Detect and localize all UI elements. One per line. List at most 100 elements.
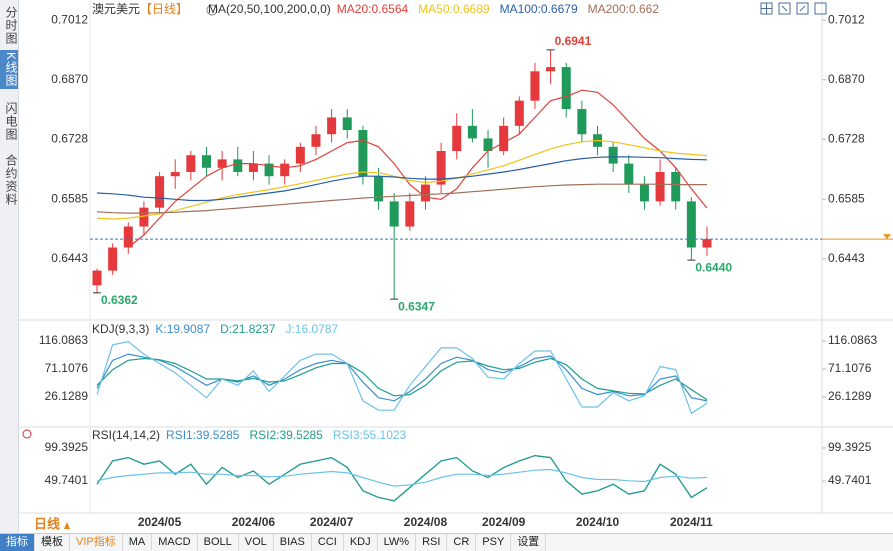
y-tick-label-right: 0.7012: [828, 12, 865, 26]
candle-body: [108, 247, 118, 271]
y-tick-label: 0.6585: [51, 191, 88, 205]
tab[interactable]: K线图: [0, 50, 18, 90]
y-tick-label-right: 0.6728: [828, 131, 865, 145]
candle-body: [358, 130, 368, 177]
y-tick-label-right: 26.1289: [828, 389, 872, 403]
toolbar-button[interactable]: MA: [123, 534, 153, 551]
series-line: [96, 341, 708, 415]
tab[interactable]: 分时图: [4, 6, 18, 45]
toolbar-button[interactable]: 指标: [0, 534, 35, 551]
x-tick-label: 2024/08: [404, 515, 448, 529]
candle-body: [92, 270, 102, 286]
panel-title: KDJ(9,3,3): [92, 322, 149, 336]
candle-body: [452, 125, 462, 152]
settings-icon[interactable]: [206, 4, 218, 16]
toolbar-button[interactable]: PSY: [476, 534, 512, 551]
y-tick-label-right: 0.6585: [828, 191, 865, 205]
candle-body: [671, 171, 681, 202]
candle-body: [186, 155, 196, 172]
y-tick-label: 0.6443: [51, 251, 88, 265]
series-line: [96, 183, 707, 214]
candle-body: [170, 171, 180, 177]
candle-body: [201, 155, 211, 168]
toolbar-button[interactable]: KDJ: [344, 534, 378, 551]
toolbar-button[interactable]: RSI: [416, 534, 448, 551]
candle-body: [342, 117, 352, 131]
tab[interactable]: 合约资料: [4, 154, 18, 206]
y-tick-label: 0.6728: [51, 131, 88, 145]
y-tick-label-right: 49.7401: [828, 473, 872, 487]
candle-body: [217, 159, 227, 168]
candle-body: [139, 207, 149, 227]
x-tick-label: 2024/07: [310, 515, 354, 529]
toolbar-button[interactable]: BIAS: [274, 534, 312, 551]
candle-body: [514, 100, 524, 126]
extreme-label: 0.6347: [398, 299, 435, 313]
candle-body: [123, 226, 133, 248]
y-tick-label: 0.7012: [51, 12, 88, 26]
candle-body: [389, 201, 399, 227]
candle-body: [561, 67, 571, 110]
toolbar-button[interactable]: MACD: [152, 534, 198, 551]
series-line: [96, 353, 708, 402]
candle-body: [483, 138, 493, 152]
period-arrow[interactable]: [64, 522, 70, 529]
toolbar-button[interactable]: VIP指标: [70, 534, 123, 551]
candle-body: [311, 134, 321, 147]
extreme-label: 0.6941: [555, 34, 592, 48]
candle-body: [436, 151, 446, 185]
x-tick-label: 2024/10: [576, 515, 620, 529]
y-tick-label-right: 0.6870: [828, 72, 865, 86]
series-line: [96, 139, 708, 220]
legend-entry: RSI3:55.1023: [333, 428, 407, 442]
candle-body: [577, 109, 587, 135]
x-tick-label: 2024/09: [482, 515, 526, 529]
extreme-label: 0.6440: [695, 260, 732, 274]
rsi-icon[interactable]: [22, 429, 32, 439]
candle-body: [530, 71, 540, 101]
toolbar-button[interactable]: CR: [447, 534, 477, 551]
y-tick-label: 116.0863: [39, 333, 88, 347]
candle-body: [420, 184, 430, 202]
y-tick-label: 26.1289: [45, 389, 89, 403]
y-tick-label-right: 0.6443: [828, 251, 865, 265]
candle-body: [686, 201, 696, 248]
tab[interactable]: 闪电图: [4, 102, 18, 141]
toolbar-button[interactable]: LW%: [378, 534, 417, 551]
toolbar-button[interactable]: 设置: [511, 534, 547, 551]
y-tick-label: 0.6870: [51, 72, 88, 86]
candle-body: [608, 146, 618, 164]
period-label[interactable]: 日线: [34, 516, 60, 531]
series-line: [96, 156, 708, 202]
x-tick-label: 2024/06: [232, 515, 276, 529]
y-tick-label-right: 116.0863: [828, 333, 877, 347]
window-icons[interactable]: [760, 2, 827, 15]
legend-entry: MA200:0.662: [588, 2, 660, 16]
plot: [92, 49, 712, 300]
toolbar-button[interactable]: 模板: [35, 534, 70, 551]
candle-body: [374, 176, 384, 202]
candle-body: [295, 146, 305, 164]
toolbar-button[interactable]: BOLL: [198, 534, 239, 551]
toolbar-button[interactable]: VOL: [239, 534, 274, 551]
candle-body: [264, 163, 274, 177]
legend-entry: MA20:0.6564: [337, 2, 409, 16]
y-tick-label: 99.3925: [45, 440, 89, 454]
series-line: [96, 357, 708, 401]
extreme-label: 0.6362: [101, 293, 138, 307]
candle-body: [248, 163, 258, 172]
candle-body: [499, 125, 509, 152]
toolbar-button[interactable]: CCI: [312, 534, 344, 551]
candle-body: [405, 201, 415, 227]
legend-entry: RSI1:39.5285: [166, 428, 240, 442]
candle-body: [233, 159, 243, 172]
panel-title: RSI(14,14,2): [92, 428, 160, 442]
plot: [96, 454, 708, 502]
series-line: [127, 89, 708, 248]
candle-body: [702, 239, 712, 248]
legend-entry: MA100:0.6679: [500, 2, 578, 16]
legend-entry: RSI2:39.5285: [249, 428, 323, 442]
last-price-arrow: [883, 234, 891, 240]
legend-entry: D:21.8237: [220, 322, 276, 336]
